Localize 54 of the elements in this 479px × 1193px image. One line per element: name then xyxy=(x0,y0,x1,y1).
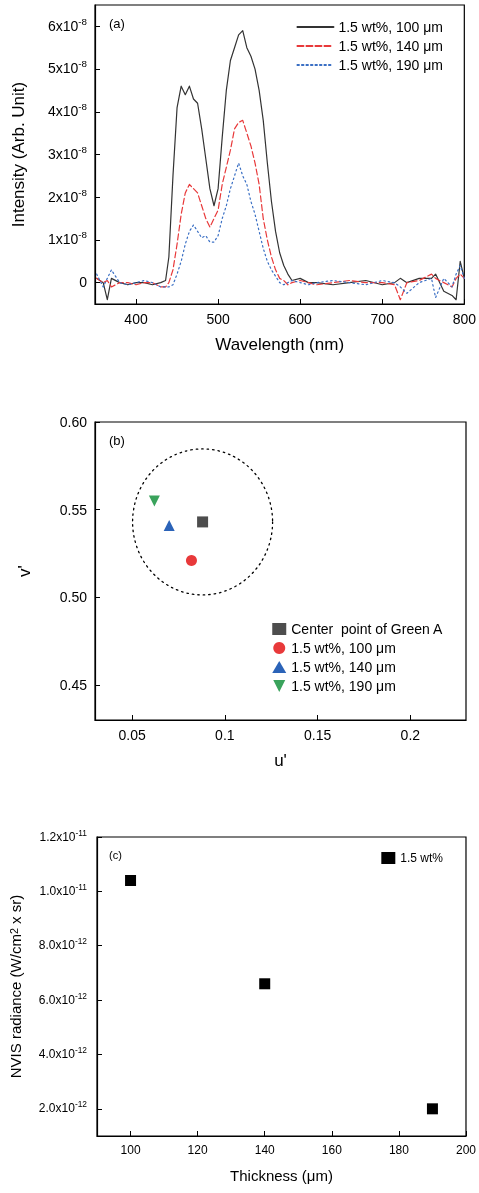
y-tick-label: 1.2x10$^{-11}$ xyxy=(39,827,87,844)
legend-label: 1.5 wt%, 140 μm xyxy=(338,38,444,54)
x-tick-label: 500 xyxy=(206,311,230,327)
x-tick-label: 400 xyxy=(124,311,148,327)
y-tick-label: 2.0x10$^{-12}$ xyxy=(38,1099,87,1116)
x-axis-title: Wavelength (nm) xyxy=(215,335,345,354)
y-tick-label: 6.0x10$^{-12}$ xyxy=(38,990,87,1008)
y-tick-label: 0.50 xyxy=(59,589,88,606)
x-tick-label: 120 xyxy=(187,1143,208,1157)
line-series xyxy=(96,162,465,299)
x-tick-label: 0.1 xyxy=(215,727,235,743)
x-tick-label: 0.15 xyxy=(303,727,332,743)
annotation: (a) xyxy=(109,16,125,31)
legend-label: 1.5 wt%, 190 μm xyxy=(338,57,444,73)
x-tick-label: 0.2 xyxy=(400,727,421,743)
y-axis-title: NVIS radiance (W/cm2 x sr) xyxy=(7,894,24,1079)
point xyxy=(163,519,175,531)
x-tick-label: 160 xyxy=(321,1143,343,1157)
x-axis-title: Thickness (μm) xyxy=(230,1167,333,1184)
y-tick-label: 1x10$^{-8}$ xyxy=(47,229,87,249)
y-tick-label: 1.0x10$^{-11}$ xyxy=(39,881,87,899)
legend-label: 1.5 wt% xyxy=(400,851,444,865)
annotation: (b) xyxy=(109,433,125,448)
line-series xyxy=(96,119,465,301)
y-axis-title: v' xyxy=(15,565,34,577)
point xyxy=(148,495,160,507)
x-tick-label: 180 xyxy=(388,1143,410,1157)
y-tick-label: 0.60 xyxy=(59,414,88,430)
x-tick-label: 140 xyxy=(254,1143,276,1157)
y-tick-label: 5x10$^{-8}$ xyxy=(47,58,87,78)
y-tick-label: 4x10$^{-8}$ xyxy=(47,101,87,120)
legend-label: 1.5 wt%, 100 μm xyxy=(338,19,444,35)
annotation: (c) xyxy=(109,848,122,861)
point xyxy=(185,554,197,566)
y-tick-label: 0.55 xyxy=(59,501,88,518)
y-axis-title: Intensity (Arb. Unit) xyxy=(9,81,28,228)
x-tick-label: 0.05 xyxy=(118,727,146,743)
y-tick-label: 3x10$^{-8}$ xyxy=(47,144,87,163)
y-tick-label: 6x10$^{-8}$ xyxy=(47,16,87,35)
y-tick-label: 0 xyxy=(79,273,87,291)
x-tick-label: 800 xyxy=(452,311,477,327)
legend-label: 1.5 wt%, 190 μm xyxy=(291,678,396,694)
x-tick-label: 700 xyxy=(370,311,395,327)
y-tick-label: 4.0x10$^{-12}$ xyxy=(38,1045,87,1062)
legend-label: 1.5 wt%, 140 μm xyxy=(291,659,396,675)
x-tick-label: 100 xyxy=(120,1143,141,1157)
legend-label: 1.5 wt%, 100 μm xyxy=(291,640,396,656)
y-tick-label: 0.45 xyxy=(59,676,88,693)
y-tick-label: 2x10$^{-8}$ xyxy=(47,186,87,206)
legend-label: Center point of Green A xyxy=(291,621,443,637)
x-axis-title: u' xyxy=(274,751,287,770)
x-tick-label: 600 xyxy=(288,311,313,327)
y-tick-label: 8.0x10$^{-12}$ xyxy=(38,936,87,953)
x-tick-label: 200 xyxy=(455,1143,477,1157)
